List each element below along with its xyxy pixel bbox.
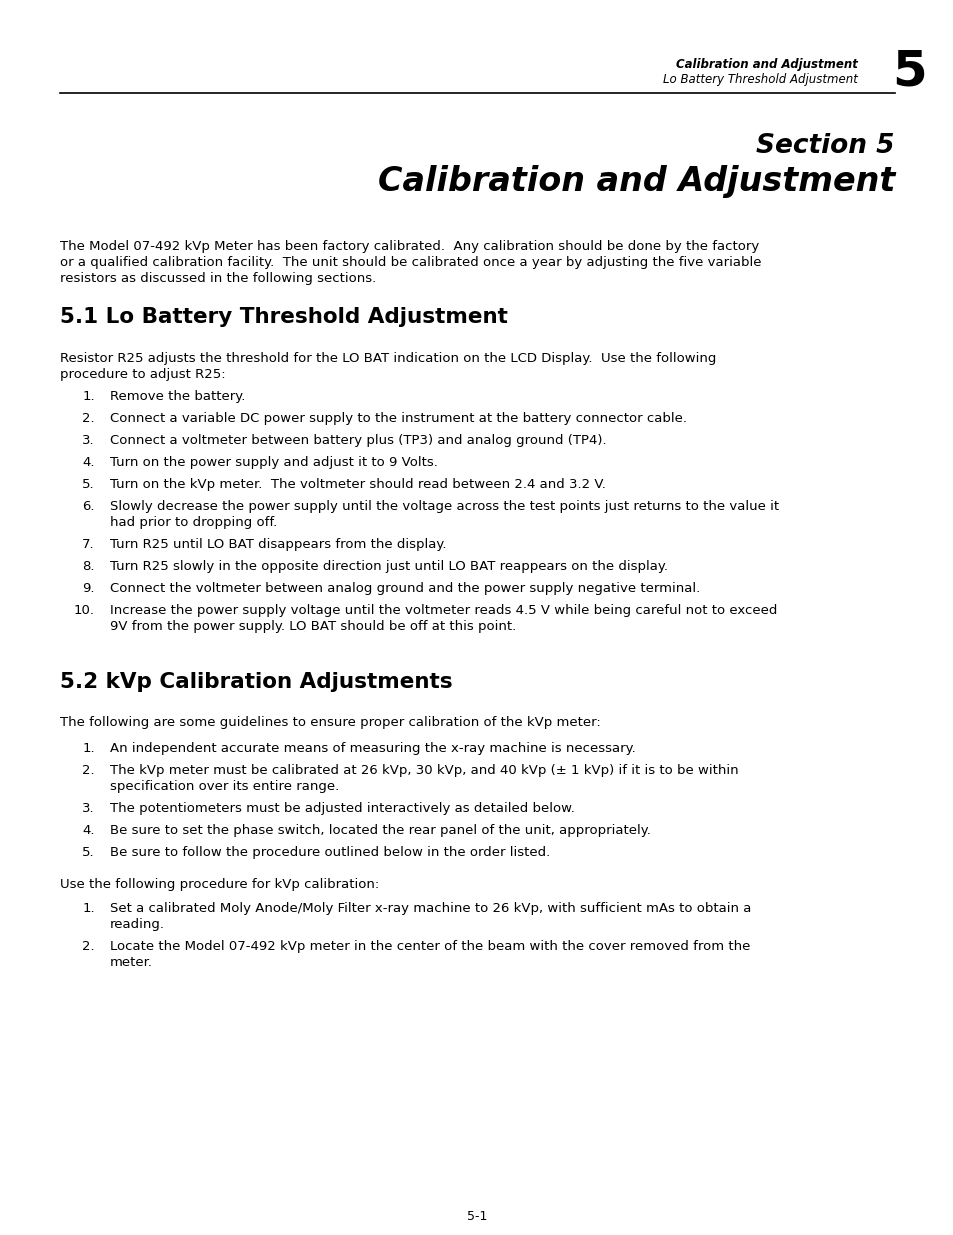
- Text: 5: 5: [891, 48, 925, 96]
- Text: Turn on the kVp meter.  The voltmeter should read between 2.4 and 3.2 V.: Turn on the kVp meter. The voltmeter sho…: [110, 478, 605, 492]
- Text: Connect the voltmeter between analog ground and the power supply negative termin: Connect the voltmeter between analog gro…: [110, 582, 700, 595]
- Text: 2.: 2.: [82, 940, 95, 953]
- Text: 7.: 7.: [82, 538, 95, 551]
- Text: 5.: 5.: [82, 846, 95, 860]
- Text: 3.: 3.: [82, 802, 95, 815]
- Text: had prior to dropping off.: had prior to dropping off.: [110, 516, 277, 529]
- Text: 10.: 10.: [74, 604, 95, 618]
- Text: Calibration and Adjustment: Calibration and Adjustment: [676, 58, 857, 70]
- Text: meter.: meter.: [110, 956, 152, 969]
- Text: Increase the power supply voltage until the voltmeter reads 4.5 V while being ca: Increase the power supply voltage until …: [110, 604, 777, 618]
- Text: 5.: 5.: [82, 478, 95, 492]
- Text: Remove the battery.: Remove the battery.: [110, 390, 245, 403]
- Text: Turn on the power supply and adjust it to 9 Volts.: Turn on the power supply and adjust it t…: [110, 456, 437, 469]
- Text: The kVp meter must be calibrated at 26 kVp, 30 kVp, and 40 kVp (± 1 kVp) if it i: The kVp meter must be calibrated at 26 k…: [110, 764, 738, 777]
- Text: The Model 07-492 kVp Meter has been factory calibrated.  Any calibration should : The Model 07-492 kVp Meter has been fact…: [60, 240, 759, 253]
- Text: reading.: reading.: [110, 918, 165, 931]
- Text: 2.: 2.: [82, 764, 95, 777]
- Text: 6.: 6.: [82, 500, 95, 513]
- Text: 3.: 3.: [82, 433, 95, 447]
- Text: 5.1 Lo Battery Threshold Adjustment: 5.1 Lo Battery Threshold Adjustment: [60, 308, 507, 327]
- Text: resistors as discussed in the following sections.: resistors as discussed in the following …: [60, 272, 375, 285]
- Text: 4.: 4.: [82, 824, 95, 837]
- Text: Lo Battery Threshold Adjustment: Lo Battery Threshold Adjustment: [662, 73, 857, 86]
- Text: 5.2 kVp Calibration Adjustments: 5.2 kVp Calibration Adjustments: [60, 672, 452, 692]
- Text: An independent accurate means of measuring the x-ray machine is necessary.: An independent accurate means of measuri…: [110, 742, 635, 755]
- Text: 1.: 1.: [82, 390, 95, 403]
- Text: The potentiometers must be adjusted interactively as detailed below.: The potentiometers must be adjusted inte…: [110, 802, 575, 815]
- Text: 1.: 1.: [82, 742, 95, 755]
- Text: Turn R25 slowly in the opposite direction just until LO BAT reappears on the dis: Turn R25 slowly in the opposite directio…: [110, 559, 667, 573]
- Text: 8.: 8.: [82, 559, 95, 573]
- Text: 9V from the power supply. LO BAT should be off at this point.: 9V from the power supply. LO BAT should …: [110, 620, 516, 634]
- Text: Resistor R25 adjusts the threshold for the LO BAT indication on the LCD Display.: Resistor R25 adjusts the threshold for t…: [60, 352, 716, 366]
- Text: Connect a voltmeter between battery plus (TP3) and analog ground (TP4).: Connect a voltmeter between battery plus…: [110, 433, 606, 447]
- Text: Use the following procedure for kVp calibration:: Use the following procedure for kVp cali…: [60, 878, 379, 890]
- Text: Slowly decrease the power supply until the voltage across the test points just r: Slowly decrease the power supply until t…: [110, 500, 779, 513]
- Text: Be sure to set the phase switch, located the rear panel of the unit, appropriate: Be sure to set the phase switch, located…: [110, 824, 650, 837]
- Text: procedure to adjust R25:: procedure to adjust R25:: [60, 368, 226, 382]
- Text: or a qualified calibration facility.  The unit should be calibrated once a year : or a qualified calibration facility. The…: [60, 256, 760, 269]
- Text: 1.: 1.: [82, 902, 95, 915]
- Text: Set a calibrated Moly Anode/Moly Filter x-ray machine to 26 kVp, with sufficient: Set a calibrated Moly Anode/Moly Filter …: [110, 902, 751, 915]
- Text: Locate the Model 07-492 kVp meter in the center of the beam with the cover remov: Locate the Model 07-492 kVp meter in the…: [110, 940, 750, 953]
- Text: Be sure to follow the procedure outlined below in the order listed.: Be sure to follow the procedure outlined…: [110, 846, 550, 860]
- Text: 4.: 4.: [82, 456, 95, 469]
- Text: Turn R25 until LO BAT disappears from the display.: Turn R25 until LO BAT disappears from th…: [110, 538, 446, 551]
- Text: Section 5: Section 5: [756, 133, 894, 159]
- Text: 9.: 9.: [82, 582, 95, 595]
- Text: Calibration and Adjustment: Calibration and Adjustment: [377, 165, 894, 198]
- Text: Connect a variable DC power supply to the instrument at the battery connector ca: Connect a variable DC power supply to th…: [110, 412, 686, 425]
- Text: 2.: 2.: [82, 412, 95, 425]
- Text: 5-1: 5-1: [466, 1210, 487, 1223]
- Text: The following are some guidelines to ensure proper calibration of the kVp meter:: The following are some guidelines to ens…: [60, 716, 600, 729]
- Text: specification over its entire range.: specification over its entire range.: [110, 781, 339, 793]
